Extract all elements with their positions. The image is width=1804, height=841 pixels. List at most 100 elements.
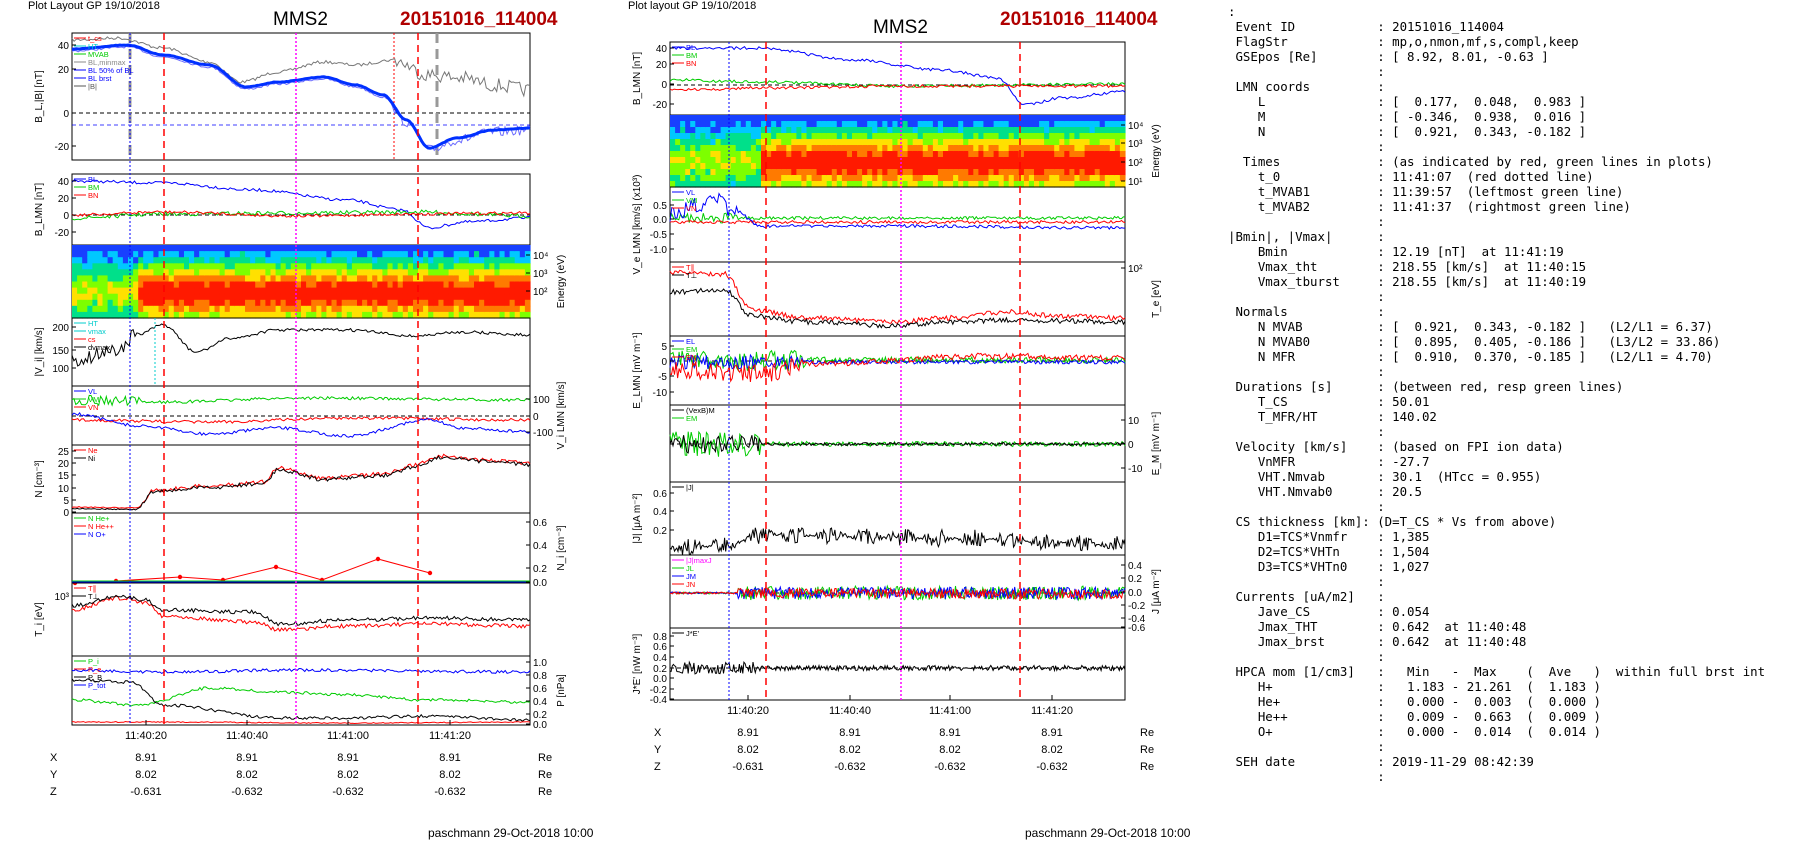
legend-entry: VN [88, 403, 98, 412]
spectrogram-cell [1074, 163, 1081, 170]
spectrogram-cell [1109, 151, 1116, 158]
spectrogram-cell [326, 251, 333, 258]
spectrogram-cell [346, 287, 353, 295]
spectrogram-cell [867, 121, 873, 128]
spectrogram-cell [153, 245, 160, 252]
spectrogram-cell [158, 299, 165, 307]
spectrogram-cell [872, 121, 878, 128]
spectrogram-cell [382, 299, 389, 307]
spectrogram-cell [97, 287, 104, 295]
spectrogram-cell [700, 163, 706, 170]
spectrogram-cell [448, 287, 455, 295]
spectrogram-cell [801, 115, 808, 122]
spectrogram-cell [362, 299, 368, 307]
spectrogram-cell [1023, 121, 1030, 128]
spectrogram-cell [336, 275, 343, 283]
spectrogram-cell [72, 275, 78, 283]
y-tick-label: -1.0 [650, 245, 668, 256]
spectrogram-cell [72, 269, 78, 276]
spectrogram-cell [826, 157, 833, 164]
ephem-label: Y [50, 769, 58, 781]
spectrogram-cell [331, 263, 338, 270]
spectrogram-cell [331, 257, 338, 264]
spectrogram-cell [463, 245, 470, 252]
spectrogram-cell [725, 151, 732, 158]
spectrogram-cell [331, 293, 338, 301]
spectrogram-cell [806, 127, 813, 134]
spectrogram-cell [705, 181, 712, 188]
spectrogram-cell [877, 115, 883, 122]
spectrogram-cell [102, 251, 109, 258]
spectrogram-cell [153, 275, 160, 283]
spectrogram-cell [1039, 133, 1045, 140]
spectrogram-cell [346, 257, 353, 264]
spectrogram-cell [1104, 133, 1111, 140]
spectrogram-cell [509, 269, 516, 276]
ephem-value: 8.91 [236, 752, 257, 764]
y-tick-label-right: 0 [533, 412, 539, 423]
spectrogram-cell [270, 293, 277, 301]
y-tick-label-right: 0.0 [533, 720, 547, 731]
spectrogram-cell [872, 139, 878, 146]
spectrogram-cell [87, 269, 93, 276]
spectrogram-cell [973, 115, 979, 122]
spectrogram-cell [690, 181, 696, 188]
spectrogram-cell [725, 181, 732, 188]
spectrogram-cell [102, 281, 109, 289]
spectrogram-cell [239, 287, 246, 295]
spectrogram-cell [245, 269, 251, 276]
spectrogram-cell [796, 175, 803, 182]
spectrogram-cell [524, 293, 531, 301]
spectrogram-cell [148, 251, 154, 258]
spectrogram-cell [771, 163, 777, 170]
spectrogram-cell [163, 299, 170, 307]
spectrogram-cell [357, 305, 363, 313]
spectrogram-cell [1028, 133, 1035, 140]
spectrogram-cell [97, 245, 104, 252]
spectrogram-cell [163, 257, 170, 264]
summary-line: t_0 : 11:41:07 (red dotted line) [1257, 169, 1594, 184]
spectrogram-cell [1074, 175, 1081, 182]
spectrogram-cell [1059, 139, 1065, 146]
spectrogram-cell [199, 245, 205, 252]
ephem-unit: Re [1140, 744, 1154, 756]
spectrogram-cell [922, 151, 929, 158]
spectrogram-cell [484, 299, 490, 307]
spectrogram-cell [290, 287, 297, 295]
spectrogram-cell [336, 299, 343, 307]
spectrogram-cell [102, 257, 109, 264]
spectrogram-cell [204, 245, 210, 252]
spectrogram-cell [453, 311, 460, 319]
spectrogram-cell [1099, 181, 1106, 188]
spectrogram-cell [735, 157, 742, 164]
spectrogram-cell [1064, 175, 1070, 182]
spectrogram-cell [993, 115, 1000, 122]
spectrogram-cell [1074, 181, 1081, 188]
spectrogram-cell [917, 139, 924, 146]
spectrogram-cell [836, 175, 843, 182]
spectrogram-cell [387, 311, 394, 319]
spectrogram-cell [509, 299, 516, 307]
ephem-value: 8.02 [236, 769, 257, 781]
spectrogram-cell [128, 305, 134, 313]
spectrogram-cell [128, 275, 134, 283]
spectrogram-cell [1034, 163, 1040, 170]
spectrogram-cell [953, 133, 959, 140]
spectrogram-cell [92, 287, 99, 295]
spectrogram-cell [816, 127, 823, 134]
spectrogram-cell [821, 121, 828, 128]
spectrogram-cell [143, 305, 149, 313]
spectrogram-cell [1104, 169, 1111, 176]
spectrogram-cell [448, 311, 455, 319]
spectrogram-cell [710, 133, 717, 140]
summary-line: N MFR : [ 0.910, 0.370, -0.185 ] (L2/L1 … [1257, 349, 1713, 364]
spectrogram-cell [1104, 121, 1111, 128]
spectrogram-cell [173, 305, 180, 313]
spectrogram-cell [836, 181, 843, 188]
spectrogram-cell [418, 281, 424, 289]
spectrogram-cell [695, 133, 701, 140]
spectrogram-cell [250, 245, 256, 252]
spectrogram-cell [877, 175, 883, 182]
spectrogram-cell [781, 115, 787, 122]
event-summary-text: : Event ID : 20151016_114004 FlagStr : m… [1228, 4, 1765, 784]
